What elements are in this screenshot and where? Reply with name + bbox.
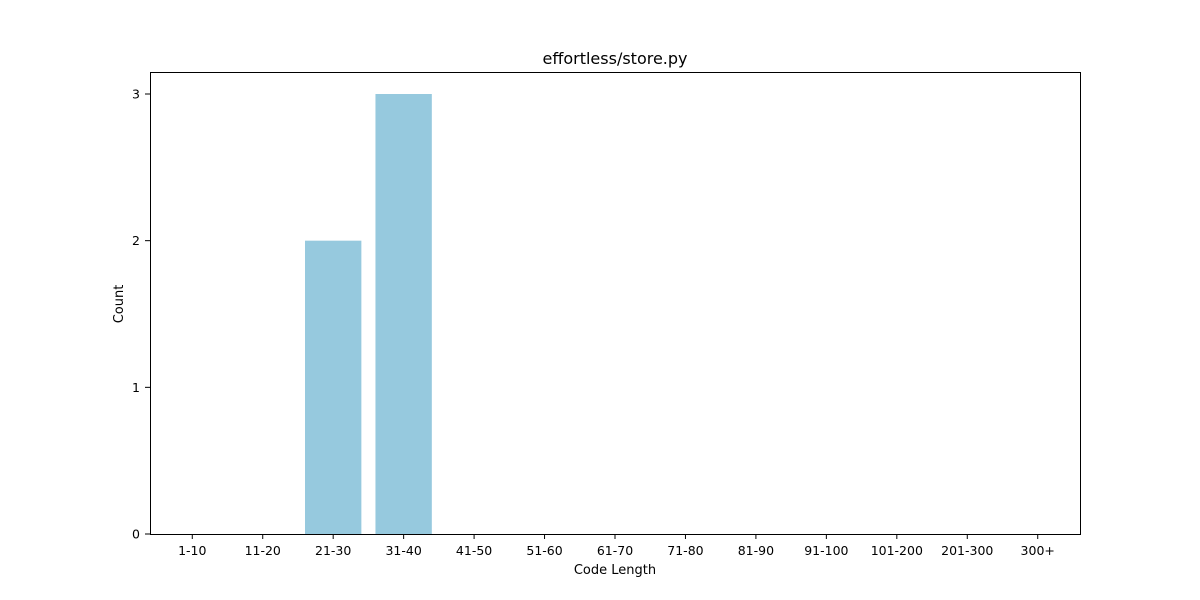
y-tick-label: 2: [132, 233, 140, 248]
x-tick-label: 201-300: [941, 543, 993, 558]
bars-group: [305, 94, 432, 534]
x-axis-ticks: 1-10 11-20 21-30 31-40 41-50 51-60 61-70 71-80 8…: [178, 534, 1055, 558]
x-tick-label: 51-60: [526, 543, 562, 558]
x-tick-label: 300+: [1021, 543, 1055, 558]
x-tick-label: 31-40: [385, 543, 421, 558]
bar-21-30: [305, 240, 362, 534]
y-tick-label: 0: [132, 527, 140, 542]
x-tick-label: 71-80: [667, 543, 703, 558]
x-tick-label: 91-100: [804, 543, 848, 558]
plot-frame: [150, 72, 1081, 535]
x-tick-label: 101-200: [871, 543, 923, 558]
x-tick-label: 21-30: [315, 543, 351, 558]
y-tick-label: 3: [132, 87, 140, 102]
y-tick-label: 1: [132, 380, 140, 395]
y-axis-ticks: 0 1 2 3: [132, 87, 150, 542]
x-tick-label: 1-10: [178, 543, 206, 558]
x-tick-label: 81-90: [738, 543, 774, 558]
y-axis-label: Count: [112, 285, 127, 324]
chart-title: effortless/store.py: [542, 49, 687, 68]
x-tick-label: 41-50: [456, 543, 492, 558]
x-axis-label: Code Length: [574, 563, 656, 578]
x-tick-label: 61-70: [597, 543, 633, 558]
x-tick-label: 11-20: [245, 543, 281, 558]
bar-31-40: [375, 94, 432, 534]
